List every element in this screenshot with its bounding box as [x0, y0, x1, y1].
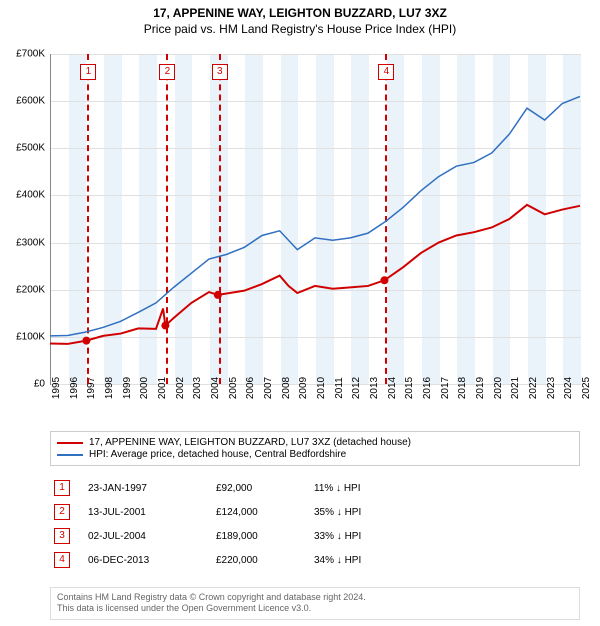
event-price: £189,000 — [216, 531, 296, 542]
series-marker — [214, 291, 222, 299]
event-diff: 11% ↓ HPI — [314, 483, 404, 494]
chart-footer: Contains HM Land Registry data © Crown c… — [50, 587, 580, 620]
legend-label-series-0: 17, APPENINE WAY, LEIGHTON BUZZARD, LU7 … — [89, 437, 411, 448]
y-tick-label: £300K — [16, 237, 45, 248]
event-index-box: 3 — [54, 528, 70, 544]
chart-title: 17, APPENINE WAY, LEIGHTON BUZZARD, LU7 … — [0, 6, 600, 20]
y-tick-label: £500K — [16, 143, 45, 154]
series-marker — [161, 322, 169, 330]
legend-swatch-series-0 — [57, 442, 83, 444]
event-diff: 35% ↓ HPI — [314, 507, 404, 518]
y-tick-label: £100K — [16, 331, 45, 342]
event-index-box: 2 — [54, 504, 70, 520]
event-date: 02-JUL-2004 — [88, 531, 198, 542]
event-index-box: 4 — [54, 552, 70, 568]
event-price: £220,000 — [216, 555, 296, 566]
x-tick-label: 2025 — [581, 377, 592, 399]
chart-plot-area: £0£100K£200K£300K£400K£500K£600K£700K199… — [50, 54, 580, 384]
event-date: 13-JUL-2001 — [88, 507, 198, 518]
event-row: 4 06-DEC-2013 £220,000 34% ↓ HPI — [50, 548, 580, 572]
chart-legend: 17, APPENINE WAY, LEIGHTON BUZZARD, LU7 … — [50, 431, 580, 466]
event-diff: 33% ↓ HPI — [314, 531, 404, 542]
event-index-box: 1 — [54, 480, 70, 496]
event-diff: 34% ↓ HPI — [314, 555, 404, 566]
event-date: 23-JAN-1997 — [88, 483, 198, 494]
event-price: £92,000 — [216, 483, 296, 494]
event-row: 2 13-JUL-2001 £124,000 35% ↓ HPI — [50, 500, 580, 524]
event-price: £124,000 — [216, 507, 296, 518]
series-marker — [82, 337, 90, 345]
y-tick-label: £0 — [34, 379, 45, 390]
series-line-price_paid — [50, 205, 580, 344]
events-table: 1 23-JAN-1997 £92,000 11% ↓ HPI 2 13-JUL-2001… — [50, 476, 580, 572]
footer-line-1: Contains HM Land Registry data © Crown c… — [57, 592, 573, 604]
chart-subtitle: Price paid vs. HM Land Registry's House … — [0, 22, 600, 36]
event-row: 3 02-JUL-2004 £189,000 33% ↓ HPI — [50, 524, 580, 548]
y-tick-label: £600K — [16, 96, 45, 107]
y-tick-label: £700K — [16, 49, 45, 60]
event-row: 1 23-JAN-1997 £92,000 11% ↓ HPI — [50, 476, 580, 500]
footer-line-2: This data is licensed under the Open Gov… — [57, 603, 573, 615]
legend-label-series-1: HPI: Average price, detached house, Cent… — [89, 449, 346, 460]
event-date: 06-DEC-2013 — [88, 555, 198, 566]
series-marker — [380, 276, 388, 284]
y-tick-label: £400K — [16, 190, 45, 201]
series-line-hpi — [50, 96, 580, 335]
y-tick-label: £200K — [16, 284, 45, 295]
legend-swatch-series-1 — [57, 454, 83, 456]
